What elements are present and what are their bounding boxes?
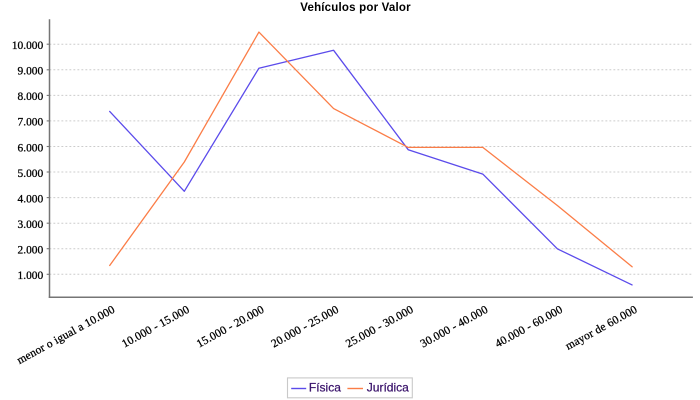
- svg-text:3.000: 3.000: [18, 219, 44, 231]
- svg-text:5.000: 5.000: [18, 168, 44, 180]
- svg-text:10.000: 10.000: [12, 40, 44, 52]
- svg-text:6.000: 6.000: [18, 142, 44, 154]
- svg-text:Vehículos por Valor: Vehículos por Valor: [300, 2, 411, 14]
- svg-text:9.000: 9.000: [18, 66, 44, 78]
- svg-text:2.000: 2.000: [18, 245, 44, 257]
- svg-text:8.000: 8.000: [18, 91, 44, 103]
- svg-text:Jurídica: Jurídica: [367, 381, 409, 395]
- svg-text:7.000: 7.000: [18, 117, 44, 129]
- svg-text:1.000: 1.000: [18, 270, 44, 282]
- svg-text:4.000: 4.000: [18, 193, 44, 205]
- svg-text:Física: Física: [309, 381, 341, 395]
